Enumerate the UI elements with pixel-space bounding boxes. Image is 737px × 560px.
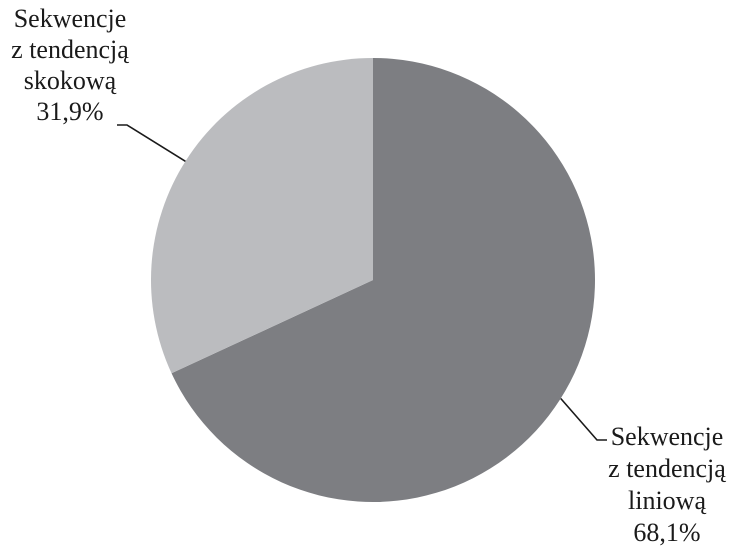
label-line: z tendencją: [11, 35, 129, 64]
value-label: 31,9%: [36, 97, 103, 126]
label-line: Sekwencje: [611, 422, 724, 451]
leader-line-skokowa: [117, 124, 186, 162]
label-line: z tendencją: [608, 454, 726, 483]
pie-slices: [150, 58, 595, 503]
label-line: skokową: [24, 66, 117, 95]
pie-slice-skokowa: [150, 58, 373, 374]
data-label-skokowa: Sekwencje z tendencją skokową 31,9%: [11, 4, 129, 126]
leader-line-liniowa: [560, 397, 607, 441]
value-label: 68,1%: [633, 518, 700, 547]
label-line: liniową: [628, 486, 706, 515]
pie-slice-liniowa: [171, 58, 595, 503]
label-line: Sekwencje: [14, 4, 127, 33]
data-label-liniowa: Sekwencje z tendencją liniową 68,1%: [608, 422, 726, 547]
